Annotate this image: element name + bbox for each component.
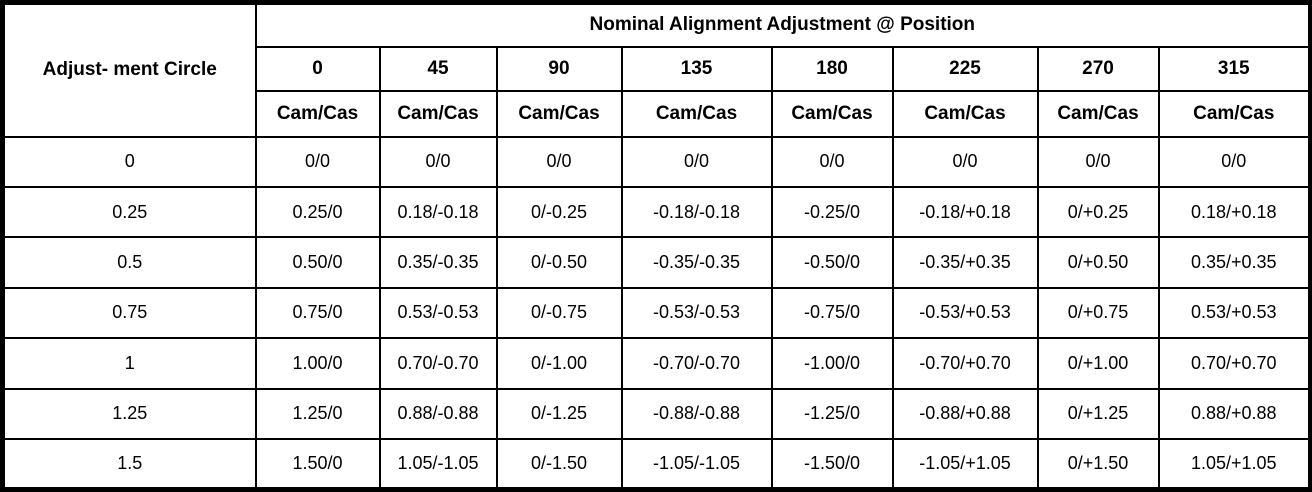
adjustment-circle-value: 1.25 — [1, 387, 257, 441]
table-row: 0.5 0.50/0 0.35/-0.35 0/-0.50 -0.35/-0.35 -0.… — [1, 236, 1312, 289]
position-header: 90 — [495, 45, 623, 92]
cam-cas-value: 0.53/-0.53 — [378, 286, 498, 340]
cam-cas-value: -0.25/0 — [770, 185, 894, 239]
adjustment-circle-value: 0.5 — [1, 236, 257, 289]
cam-cas-value: 0/-1.00 — [495, 337, 623, 390]
table-body: 0 0/0 0/0 0/0 0/0 0/0 0/0 0/0 0/0 0.25 0.25/0 0.18/… — [1, 135, 1312, 491]
adjustment-circle-value: 1 — [1, 337, 257, 390]
position-header: 225 — [891, 45, 1039, 92]
cam-cas-header: Cam/Cas — [495, 89, 623, 138]
cam-cas-value: 0/+1.50 — [1036, 438, 1160, 491]
cam-cas-value: -0.88/-0.88 — [620, 387, 773, 441]
title-row: Adjust- ment Circle Nominal Alignment Ad… — [1, 1, 1312, 138]
table-row: 1.5 1.50/0 1.05/-1.05 0/-1.50 -1.05/-1.05 -1.… — [1, 438, 1312, 491]
cam-cas-value: -0.18/+0.18 — [891, 185, 1039, 239]
cam-cas-value: 0.50/0 — [254, 236, 381, 289]
position-header: 180 — [770, 45, 894, 92]
cam-cas-value: -0.18/-0.18 — [620, 185, 773, 239]
cam-cas-value: 0.70/+0.70 — [1157, 337, 1312, 390]
cam-cas-value: 0.53/+0.53 — [1157, 286, 1312, 340]
cam-cas-value: -0.53/-0.53 — [620, 286, 773, 340]
adjustment-circle-value: 0.75 — [1, 286, 257, 340]
position-header: 135 — [620, 45, 773, 92]
cam-cas-value: 1.05/+1.05 — [1157, 438, 1312, 491]
cam-cas-value: 0/0 — [1157, 135, 1312, 188]
table-row: 1 1.00/0 0.70/-0.70 0/-1.00 -0.70/-0.70 -1.00… — [1, 337, 1312, 390]
cam-cas-value: 0.25/0 — [254, 185, 381, 239]
cam-cas-value: 0/-0.75 — [495, 286, 623, 340]
cam-cas-value: 0.88/-0.88 — [378, 387, 498, 441]
position-header: 315 — [1157, 45, 1312, 92]
cam-cas-value: 0.35/+0.35 — [1157, 236, 1312, 289]
table-row: 0.25 0.25/0 0.18/-0.18 0/-0.25 -0.18/-0.18 -0… — [1, 185, 1312, 239]
cam-cas-value: 0/0 — [254, 135, 381, 188]
cam-cas-value: -1.05/-1.05 — [620, 438, 773, 491]
cam-cas-value: 0/0 — [378, 135, 498, 188]
cam-cas-value: 0.88/+0.88 — [1157, 387, 1312, 441]
cam-cas-value: 0/-0.50 — [495, 236, 623, 289]
cam-cas-value: 0.18/-0.18 — [378, 185, 498, 239]
cam-cas-value: 0/0 — [770, 135, 894, 188]
cam-cas-value: 0.35/-0.35 — [378, 236, 498, 289]
cam-cas-value: 0.18/+0.18 — [1157, 185, 1312, 239]
cam-cas-value: -0.70/+0.70 — [891, 337, 1039, 390]
cam-cas-value: 1.05/-1.05 — [378, 438, 498, 491]
cam-cas-header: Cam/Cas — [620, 89, 773, 138]
cam-cas-header: Cam/Cas — [1036, 89, 1160, 138]
cam-cas-value: -1.25/0 — [770, 387, 894, 441]
row-header-label: Adjust- ment Circle — [1, 1, 257, 138]
cam-cas-value: -1.05/+1.05 — [891, 438, 1039, 491]
table-row: 0 0/0 0/0 0/0 0/0 0/0 0/0 0/0 0/0 — [1, 135, 1312, 188]
table-title: Nominal Alignment Adjustment @ Position — [254, 1, 1312, 48]
subheader-row: Cam/Cas Cam/Cas Cam/Cas Cam/Cas Cam/Cas … — [3, 89, 1312, 138]
cam-cas-value: -1.00/0 — [770, 337, 894, 390]
table-row: 1.25 1.25/0 0.88/-0.88 0/-1.25 -0.88/-0.88 -1… — [1, 387, 1312, 441]
cam-cas-value: -0.70/-0.70 — [620, 337, 773, 390]
cam-cas-header: Cam/Cas — [378, 89, 498, 138]
table-row: 0.75 0.75/0 0.53/-0.53 0/-0.75 -0.53/-0.53 -0… — [1, 286, 1312, 340]
cam-cas-value: 0/-1.50 — [495, 438, 623, 491]
cam-cas-value: 0/+0.75 — [1036, 286, 1160, 340]
cam-cas-value: -0.88/+0.88 — [891, 387, 1039, 441]
cam-cas-value: 0.75/0 — [254, 286, 381, 340]
position-header: 45 — [378, 45, 498, 92]
position-header: 0 — [254, 45, 381, 92]
position-header: 270 — [1036, 45, 1160, 92]
cam-cas-header: Cam/Cas — [770, 89, 894, 138]
cam-cas-value: 1.25/0 — [254, 387, 381, 441]
cam-cas-value: -0.75/0 — [770, 286, 894, 340]
position-header-row: 0 45 90 135 180 225 270 315 — [3, 45, 1312, 92]
cam-cas-value: -0.35/-0.35 — [620, 236, 773, 289]
adjustment-circle-value: 0 — [1, 135, 257, 188]
cam-cas-value: 0/+0.50 — [1036, 236, 1160, 289]
cam-cas-value: 1.50/0 — [254, 438, 381, 491]
adjustment-circle-value: 1.5 — [1, 438, 257, 491]
adjustment-circle-value: 0.25 — [1, 185, 257, 239]
cam-cas-value: -0.53/+0.53 — [891, 286, 1039, 340]
cam-cas-value: -1.50/0 — [770, 438, 894, 491]
cam-cas-header: Cam/Cas — [254, 89, 381, 138]
cam-cas-header: Cam/Cas — [1157, 89, 1312, 138]
cam-cas-value: -0.35/+0.35 — [891, 236, 1039, 289]
cam-cas-value: 0/0 — [1036, 135, 1160, 188]
cam-cas-value: 0/+0.25 — [1036, 185, 1160, 239]
cam-cas-value: 1.00/0 — [254, 337, 381, 390]
cam-cas-value: 0/0 — [495, 135, 623, 188]
cam-cas-value: 0/-1.25 — [495, 387, 623, 441]
cam-cas-value: 0/-0.25 — [495, 185, 623, 239]
cam-cas-value: 0.70/-0.70 — [378, 337, 498, 390]
cam-cas-header: Cam/Cas — [891, 89, 1039, 138]
cam-cas-value: 0/0 — [891, 135, 1039, 188]
cam-cas-value: 0/0 — [620, 135, 773, 188]
cam-cas-value: -0.50/0 — [770, 236, 894, 289]
cam-cas-value: 0/+1.25 — [1036, 387, 1160, 441]
cam-cas-value: 0/+1.00 — [1036, 337, 1160, 390]
